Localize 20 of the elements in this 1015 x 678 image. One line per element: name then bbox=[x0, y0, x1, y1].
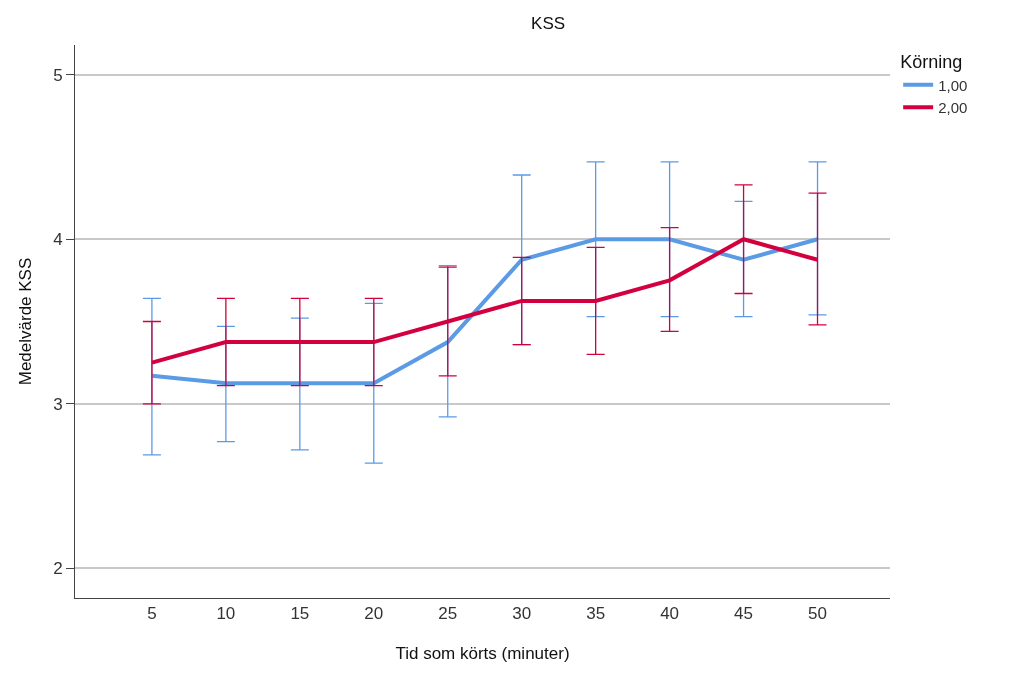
chart-title: KSS bbox=[531, 13, 566, 33]
legend-label: 1,00 bbox=[938, 76, 968, 94]
x-tick-label: 10 bbox=[216, 604, 236, 624]
y-axis-title: Medelvärde KSS bbox=[16, 257, 35, 386]
y-tick-label: 3 bbox=[53, 394, 63, 414]
x-tick-label: 50 bbox=[808, 604, 827, 624]
x-tick-label: 30 bbox=[512, 604, 532, 624]
x-tick-label: 20 bbox=[364, 604, 384, 624]
x-tick-label: 5 bbox=[147, 604, 157, 624]
x-tick-label: 45 bbox=[734, 604, 754, 624]
y-tick-label: 2 bbox=[53, 559, 63, 579]
x-tick-label: 40 bbox=[660, 604, 680, 624]
x-tick-label: 15 bbox=[290, 604, 310, 624]
y-tick-label: 5 bbox=[53, 65, 63, 85]
x-tick-label: 25 bbox=[438, 604, 458, 624]
y-tick-label: 4 bbox=[53, 230, 63, 250]
legend-label: 2,00 bbox=[938, 99, 968, 116]
legend-title: Körning bbox=[900, 52, 963, 73]
x-tick-label: 35 bbox=[586, 604, 606, 624]
x-axis-title: Tid som körts (minuter) bbox=[395, 644, 570, 663]
